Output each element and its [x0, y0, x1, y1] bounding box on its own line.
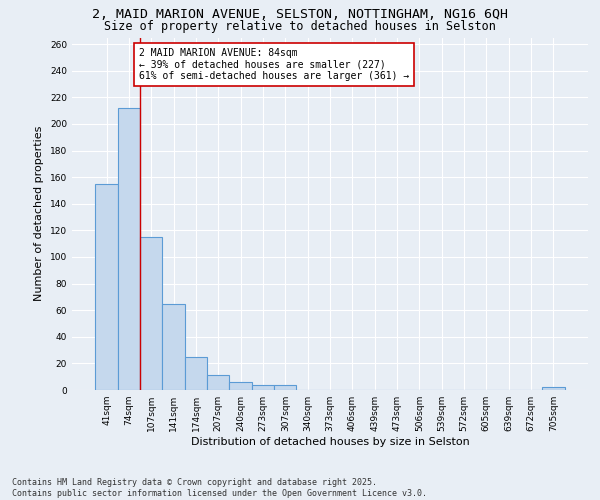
Bar: [274, 384, 296, 390]
Bar: [542, 388, 565, 390]
Bar: [140, 237, 163, 390]
Text: 2 MAID MARION AVENUE: 84sqm
← 39% of detached houses are smaller (227)
61% of se: 2 MAID MARION AVENUE: 84sqm ← 39% of det…: [139, 48, 409, 82]
Text: 2, MAID MARION AVENUE, SELSTON, NOTTINGHAM, NG16 6QH: 2, MAID MARION AVENUE, SELSTON, NOTTINGH…: [92, 8, 508, 20]
Bar: [252, 384, 274, 390]
Bar: [118, 108, 140, 390]
Y-axis label: Number of detached properties: Number of detached properties: [34, 126, 44, 302]
Text: Size of property relative to detached houses in Selston: Size of property relative to detached ho…: [104, 20, 496, 33]
Bar: [95, 184, 118, 390]
Bar: [163, 304, 185, 390]
X-axis label: Distribution of detached houses by size in Selston: Distribution of detached houses by size …: [191, 437, 469, 447]
Bar: [229, 382, 252, 390]
Bar: [207, 376, 229, 390]
Text: Contains HM Land Registry data © Crown copyright and database right 2025.
Contai: Contains HM Land Registry data © Crown c…: [12, 478, 427, 498]
Bar: [185, 356, 207, 390]
